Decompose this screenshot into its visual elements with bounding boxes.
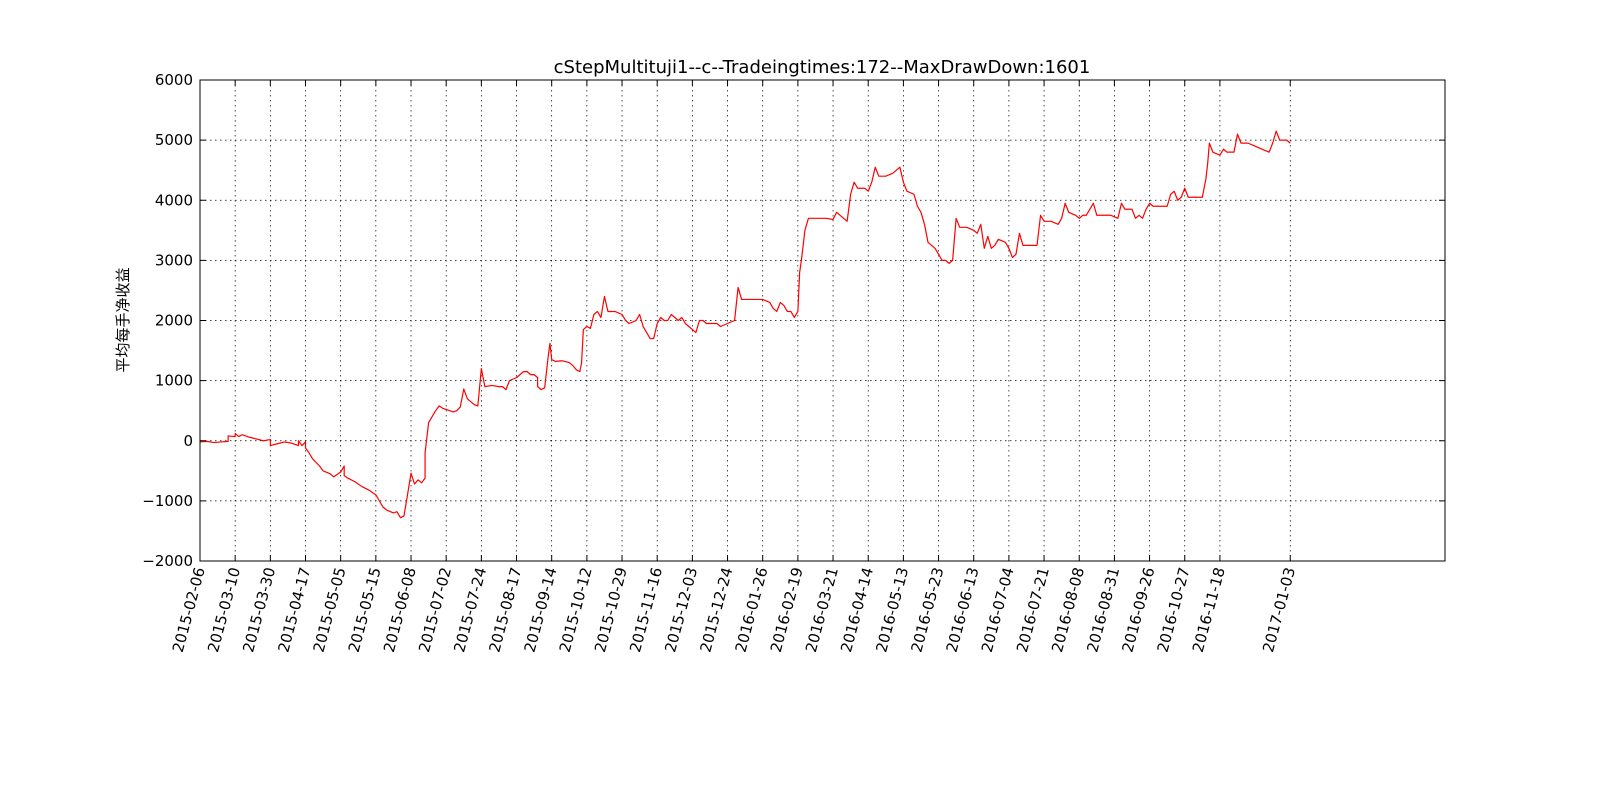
- y-tick-label: −2000: [142, 552, 193, 570]
- y-axis-ticks: −2000 −1000 0 1000 2000 3000 4000 5000 6000: [142, 71, 1445, 570]
- x-tick-label: 2016-04-14: [837, 565, 877, 654]
- x-tick-label: 2016-07-04: [978, 565, 1018, 654]
- y-tick-label: 0: [183, 432, 193, 450]
- x-tick-label: 2016-09-26: [1118, 565, 1158, 654]
- y-tick-label: −1000: [142, 492, 193, 510]
- y-tick-label: 3000: [155, 251, 193, 269]
- x-tick-label: 2015-04-17: [274, 565, 314, 654]
- x-tick-label: 2015-10-29: [591, 565, 631, 654]
- y-tick-label: 6000: [155, 71, 193, 89]
- x-tick-label: 2015-07-02: [415, 565, 455, 654]
- grid-lines: [200, 80, 1445, 561]
- x-tick-label: 2015-10-12: [556, 565, 596, 654]
- x-tick-label: 2015-09-14: [521, 565, 561, 654]
- x-tick-label: 2016-07-21: [1013, 565, 1053, 654]
- x-axis-ticks: 2015-02-062015-03-102015-03-302015-04-17…: [169, 80, 1299, 654]
- x-tick-label: 2016-06-13: [943, 565, 983, 654]
- y-tick-label: 2000: [155, 312, 193, 330]
- y-tick-label: 1000: [155, 372, 193, 390]
- chart-title: cStepMultituji1--c--Tradeingtimes:172--M…: [554, 57, 1091, 78]
- x-tick-label: 2015-12-24: [696, 565, 736, 654]
- x-tick-label: 2015-07-24: [450, 565, 490, 654]
- x-tick-label: 2015-08-17: [485, 565, 525, 654]
- x-tick-label: 2016-05-13: [872, 565, 912, 654]
- x-tick-label: 2015-11-16: [626, 565, 666, 654]
- series-layer: [199, 130, 1291, 519]
- x-tick-label: 2015-05-15: [345, 565, 385, 654]
- plot-area-frame: [199, 79, 1446, 562]
- y-tick-label: 5000: [155, 131, 193, 149]
- x-tick-label: 2015-05-05: [310, 565, 350, 654]
- x-tick-label: 2015-12-03: [661, 565, 701, 654]
- x-tick-label: 2015-02-06: [169, 565, 209, 654]
- x-tick-label: 2015-03-30: [239, 565, 279, 654]
- y-axis-label: 平均每手净收益: [114, 267, 132, 372]
- x-tick-label: 2016-01-26: [732, 565, 772, 654]
- x-tick-label: 2016-10-27: [1154, 565, 1194, 654]
- x-tick-label: 2016-02-19: [767, 565, 807, 654]
- y-tick-label: 4000: [155, 191, 193, 209]
- x-tick-label: 2016-08-31: [1083, 565, 1123, 654]
- series-line: [199, 130, 1291, 519]
- x-tick-label: 2015-03-10: [204, 565, 244, 654]
- x-tick-label: 2015-06-08: [380, 565, 420, 654]
- x-tick-label: 2016-05-23: [907, 565, 947, 654]
- x-tick-label: 2016-08-08: [1048, 565, 1088, 654]
- x-tick-label: 2016-11-18: [1189, 565, 1229, 654]
- x-tick-label: 2016-03-21: [802, 565, 842, 654]
- x-tick-label: 2017-01-03: [1259, 565, 1299, 654]
